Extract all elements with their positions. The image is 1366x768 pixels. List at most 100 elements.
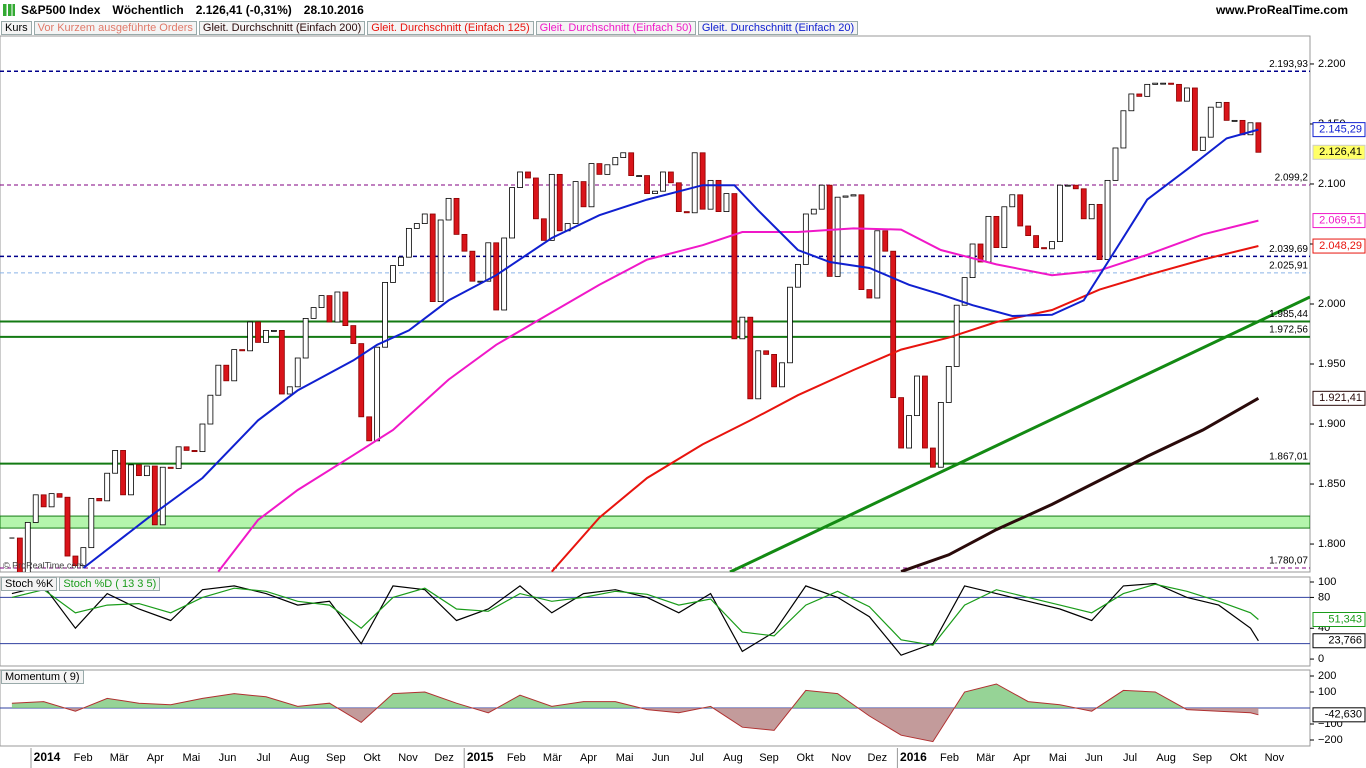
candle: [802, 213, 809, 265]
candle: [525, 171, 531, 179]
candle: [731, 193, 738, 340]
candle: [834, 196, 841, 277]
candle: [1072, 184, 1079, 190]
watermark: © ProRealTime.com: [3, 560, 84, 570]
candle: [1001, 206, 1008, 248]
date: 28.10.2016: [303, 3, 364, 17]
last-value-label: -42,630: [1325, 709, 1362, 721]
legend-entry: Momentum ( 9): [1, 670, 84, 684]
legend-entry: Vor Kurzem ausgeführte Orders: [33, 21, 197, 35]
candle: [858, 194, 865, 290]
candle: [286, 386, 293, 395]
source: www.ProRealTime.com: [1215, 3, 1348, 17]
candle: [80, 547, 87, 567]
candle: [866, 289, 873, 299]
candle: [350, 325, 357, 345]
candle: [914, 375, 920, 417]
candle: [1152, 82, 1159, 85]
moving-average: [551, 245, 1259, 572]
y-tick-label: 2.000: [1318, 298, 1346, 310]
x-tick-label: 2015: [467, 750, 494, 764]
legend-entry: Stoch %D ( 13 3 5): [59, 577, 161, 591]
candle: [278, 330, 285, 395]
candle: [763, 350, 770, 355]
candle: [366, 416, 373, 442]
candle: [1080, 188, 1087, 220]
candle: [302, 318, 309, 359]
candle: [985, 215, 992, 263]
candle: [739, 316, 746, 340]
candle: [660, 171, 666, 192]
y-tick-label: 2.200: [1318, 58, 1346, 70]
candle: [48, 493, 55, 508]
candle: [120, 450, 126, 496]
candle: [652, 190, 658, 194]
indicator-line: [11, 683, 1259, 743]
candle: [683, 211, 690, 214]
candle: [1088, 203, 1095, 220]
candle: [1009, 194, 1016, 208]
main-panel: [0, 35, 1311, 573]
candle: [429, 213, 436, 302]
candle: [405, 227, 412, 258]
candle: [143, 465, 150, 477]
legend: Kurs Vor Kurzem ausgeführte Orders Gleit…: [1, 21, 860, 35]
candle: [1168, 82, 1174, 85]
candle: [199, 423, 206, 453]
level-label: 1.780,07: [1269, 556, 1308, 567]
last-value-box: [1312, 213, 1366, 229]
plot: [0, 582, 1310, 656]
candle: [795, 263, 801, 288]
x-tick-label: Dez: [434, 752, 454, 764]
zone: [0, 515, 1310, 529]
last-value-box: [1312, 144, 1366, 160]
candle: [993, 215, 1000, 248]
x-tick-label: Mai: [1049, 752, 1067, 764]
y-tick-label: 200: [1318, 670, 1336, 682]
candle: [723, 193, 730, 212]
last-value-box: [1312, 238, 1366, 254]
candle: [1199, 136, 1206, 151]
candle: [1041, 247, 1047, 250]
candle: [1120, 110, 1127, 149]
candle: [247, 321, 253, 352]
candle: [255, 321, 261, 343]
moving-average: [217, 219, 1259, 572]
candle: [1247, 122, 1254, 136]
candle: [961, 277, 968, 306]
candle: [1025, 225, 1032, 236]
candle: [112, 450, 119, 474]
candle: [88, 498, 95, 549]
candle: [699, 152, 706, 210]
candle: [779, 362, 785, 388]
x-tick-label: Feb: [74, 752, 93, 764]
candle: [64, 496, 71, 557]
candle: [72, 555, 79, 567]
plot: [0, 683, 1310, 743]
period: Wöchentlich: [112, 3, 184, 17]
candle: [390, 265, 396, 283]
candle: [374, 346, 381, 442]
candle: [842, 195, 849, 198]
last-value-label: 2.145,29: [1319, 124, 1362, 136]
x-tick-label: Jun: [1085, 752, 1103, 764]
y-tick-label: 0: [1318, 653, 1324, 665]
title: S&P500 Index: [21, 3, 101, 17]
x-tick-label: Nov: [398, 752, 418, 764]
candle: [548, 173, 555, 241]
candle: [937, 402, 944, 468]
area-negative: [11, 708, 1259, 742]
level-label: 2.039,69: [1269, 244, 1308, 255]
level-label: 1.972,56: [1269, 325, 1308, 336]
candle: [413, 223, 420, 229]
y-tick-label: 1.800: [1318, 538, 1346, 550]
x-tick-label: Apr: [580, 752, 597, 764]
candle: [1184, 87, 1190, 102]
candle: [1128, 93, 1135, 112]
legend-entry: Gleit. Durchschnitt (Einfach 200): [198, 21, 366, 35]
level-label: 2.099,2: [1275, 173, 1309, 184]
candle: [691, 152, 698, 214]
candle: [1215, 101, 1222, 108]
